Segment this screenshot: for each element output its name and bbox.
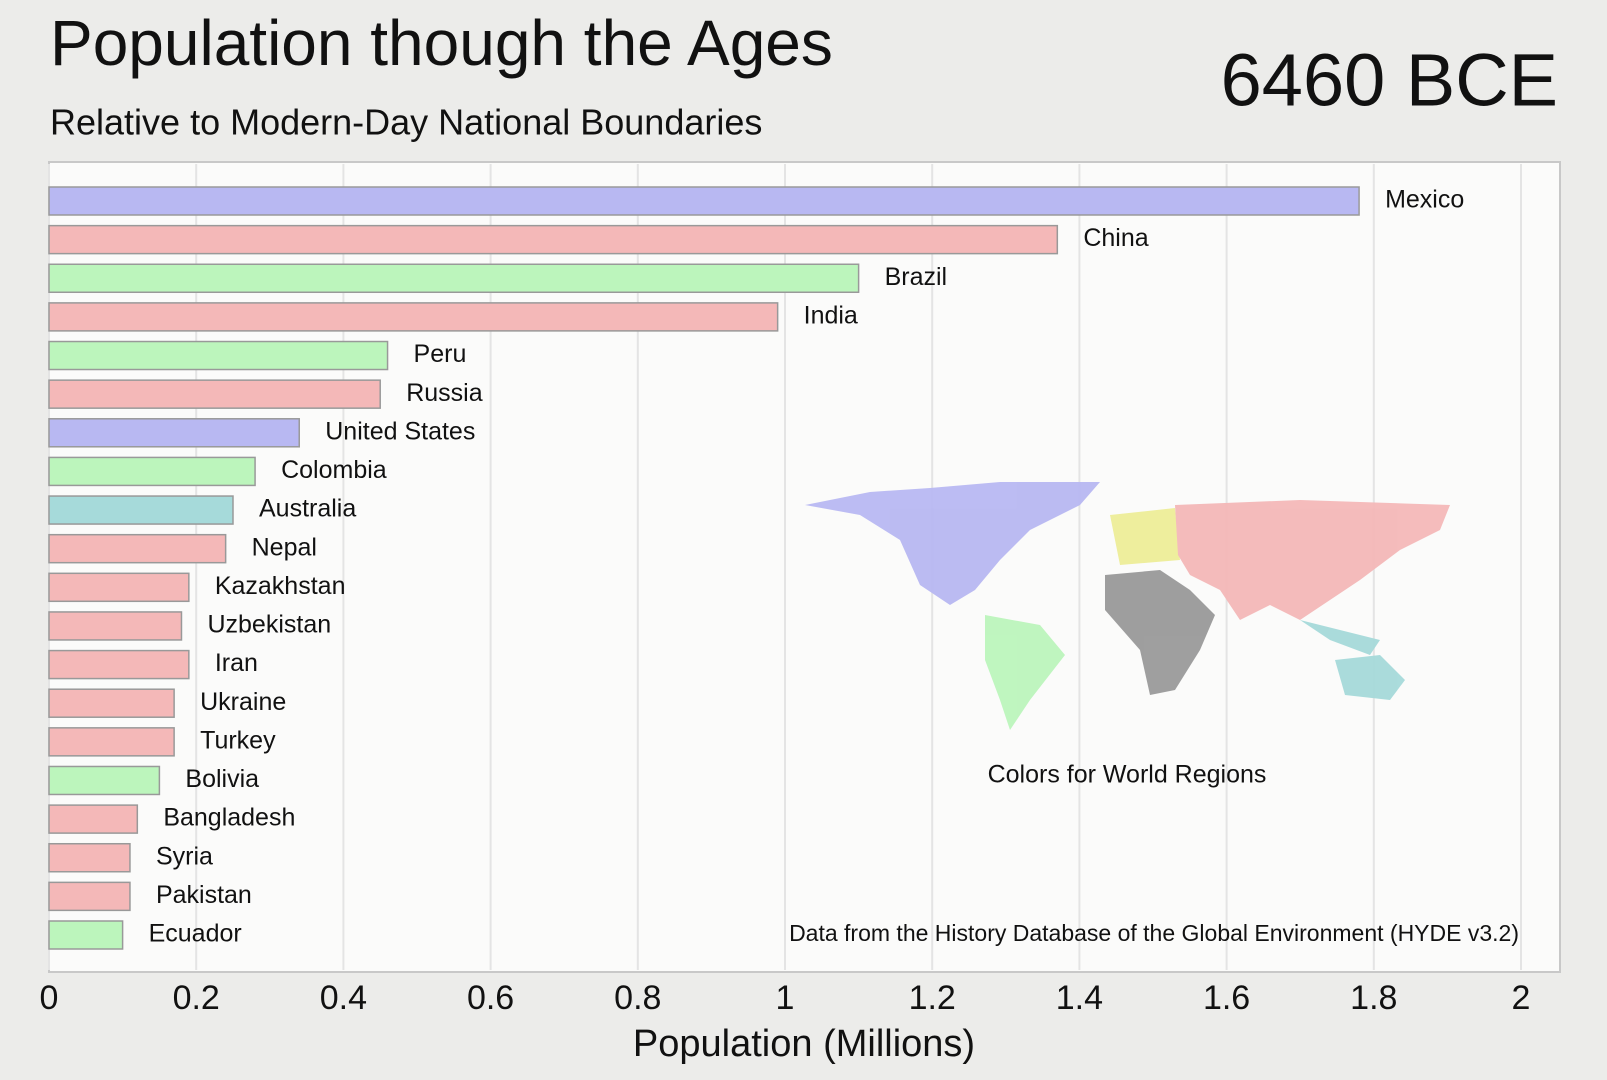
bars: Mexico China Brazil India Peru Russia United S…	[48, 186, 1464, 950]
bar	[48, 340, 389, 371]
bar	[48, 263, 860, 294]
bar-label: Ukraine	[200, 688, 286, 716]
x-tick-label: 0.8	[614, 979, 661, 1017]
bar-label: Turkey	[200, 726, 276, 754]
bar	[48, 727, 175, 757]
map-australia	[1335, 655, 1405, 700]
x-tick-label: 0.4	[320, 979, 367, 1017]
bar-label: Bangladesh	[163, 804, 295, 832]
bar	[48, 418, 300, 448]
bar	[48, 379, 381, 409]
bar-label: China	[1083, 224, 1148, 252]
bar	[48, 920, 124, 950]
x-tick-label: 1.6	[1203, 979, 1250, 1017]
bar	[48, 224, 1059, 255]
bar-label: Nepal	[252, 533, 317, 561]
map-caption: Colors for World Regions	[988, 761, 1267, 789]
bar-label: Colombia	[281, 456, 387, 484]
source-note: Data from the History Database of the Gl…	[789, 920, 1519, 946]
bar	[48, 572, 190, 603]
x-tick-label: 0	[40, 979, 59, 1017]
period-label: 6460 BCE	[1221, 39, 1558, 122]
map-south-america	[985, 615, 1065, 730]
x-tick-label: 0.2	[173, 979, 220, 1017]
bar-label: Kazakhstan	[215, 572, 346, 600]
bar-label: Australia	[259, 495, 356, 523]
bar	[48, 456, 256, 487]
bar	[48, 881, 131, 912]
bar-label: Peru	[414, 340, 467, 368]
bar	[48, 186, 1360, 216]
bar	[48, 611, 183, 641]
bar-label: Bolivia	[185, 765, 259, 793]
bar-label: Russia	[406, 379, 483, 407]
map-north-america	[805, 482, 1100, 605]
map-southeast-asia	[1300, 620, 1380, 655]
x-tick-label: 1.4	[1056, 979, 1103, 1017]
x-tick-label: 1	[776, 979, 795, 1017]
world-map	[805, 482, 1450, 730]
bar-label: Syria	[156, 842, 213, 870]
bar-label: Uzbekistan	[207, 611, 331, 639]
x-tick-label: 1.8	[1350, 979, 1397, 1017]
x-axis-label: Population (Millions)	[633, 1023, 975, 1065]
bar	[48, 688, 175, 718]
bar-label: India	[804, 302, 858, 330]
x-tick-label: 0.6	[467, 979, 514, 1017]
map-asia	[1175, 500, 1450, 620]
chart-subtitle: Relative to Modern-Day National Boundari…	[50, 102, 762, 143]
bar	[48, 533, 227, 564]
map-africa	[1105, 570, 1215, 695]
bar-label: Ecuador	[149, 920, 242, 948]
bar	[48, 302, 779, 332]
bar-label: Brazil	[885, 263, 948, 291]
x-tick-label: 2	[1512, 979, 1531, 1017]
bar	[48, 649, 190, 680]
bar-label: United States	[325, 417, 475, 445]
bar	[48, 765, 161, 796]
bar-label: Mexico	[1385, 186, 1464, 214]
bar	[48, 842, 131, 873]
x-tick-label: 1.2	[909, 979, 956, 1017]
bar-label: Pakistan	[156, 881, 252, 909]
bar-label: Iran	[215, 649, 258, 677]
bar	[48, 495, 234, 525]
bar	[48, 804, 139, 834]
chart-title: Population though the Ages	[50, 7, 833, 79]
map-central-asia	[1110, 508, 1180, 565]
